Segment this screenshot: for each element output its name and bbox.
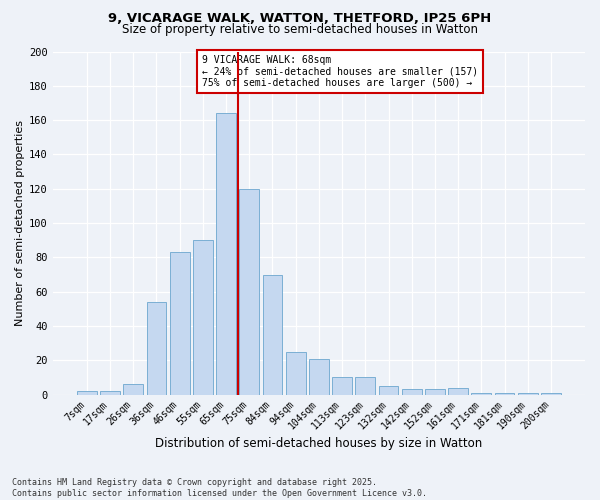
Text: Contains HM Land Registry data © Crown copyright and database right 2025.
Contai: Contains HM Land Registry data © Crown c… bbox=[12, 478, 427, 498]
Bar bbox=[448, 388, 468, 394]
Bar bbox=[263, 274, 283, 394]
Bar bbox=[518, 393, 538, 394]
Bar bbox=[332, 378, 352, 394]
Bar bbox=[379, 386, 398, 394]
Bar bbox=[402, 390, 422, 394]
Bar bbox=[146, 302, 166, 394]
Bar bbox=[472, 393, 491, 394]
Bar bbox=[355, 378, 375, 394]
Bar bbox=[286, 352, 305, 395]
Bar bbox=[239, 188, 259, 394]
Bar bbox=[100, 391, 120, 394]
Bar bbox=[124, 384, 143, 394]
Text: 9 VICARAGE WALK: 68sqm
← 24% of semi-detached houses are smaller (157)
75% of se: 9 VICARAGE WALK: 68sqm ← 24% of semi-det… bbox=[202, 55, 478, 88]
Text: Size of property relative to semi-detached houses in Watton: Size of property relative to semi-detach… bbox=[122, 22, 478, 36]
Bar bbox=[170, 252, 190, 394]
Bar bbox=[494, 393, 514, 394]
X-axis label: Distribution of semi-detached houses by size in Watton: Distribution of semi-detached houses by … bbox=[155, 437, 482, 450]
Bar bbox=[216, 114, 236, 394]
Bar bbox=[77, 391, 97, 394]
Bar bbox=[193, 240, 213, 394]
Bar bbox=[309, 358, 329, 394]
Bar bbox=[541, 393, 561, 394]
Text: 9, VICARAGE WALK, WATTON, THETFORD, IP25 6PH: 9, VICARAGE WALK, WATTON, THETFORD, IP25… bbox=[109, 12, 491, 26]
Bar bbox=[425, 390, 445, 394]
Y-axis label: Number of semi-detached properties: Number of semi-detached properties bbox=[15, 120, 25, 326]
